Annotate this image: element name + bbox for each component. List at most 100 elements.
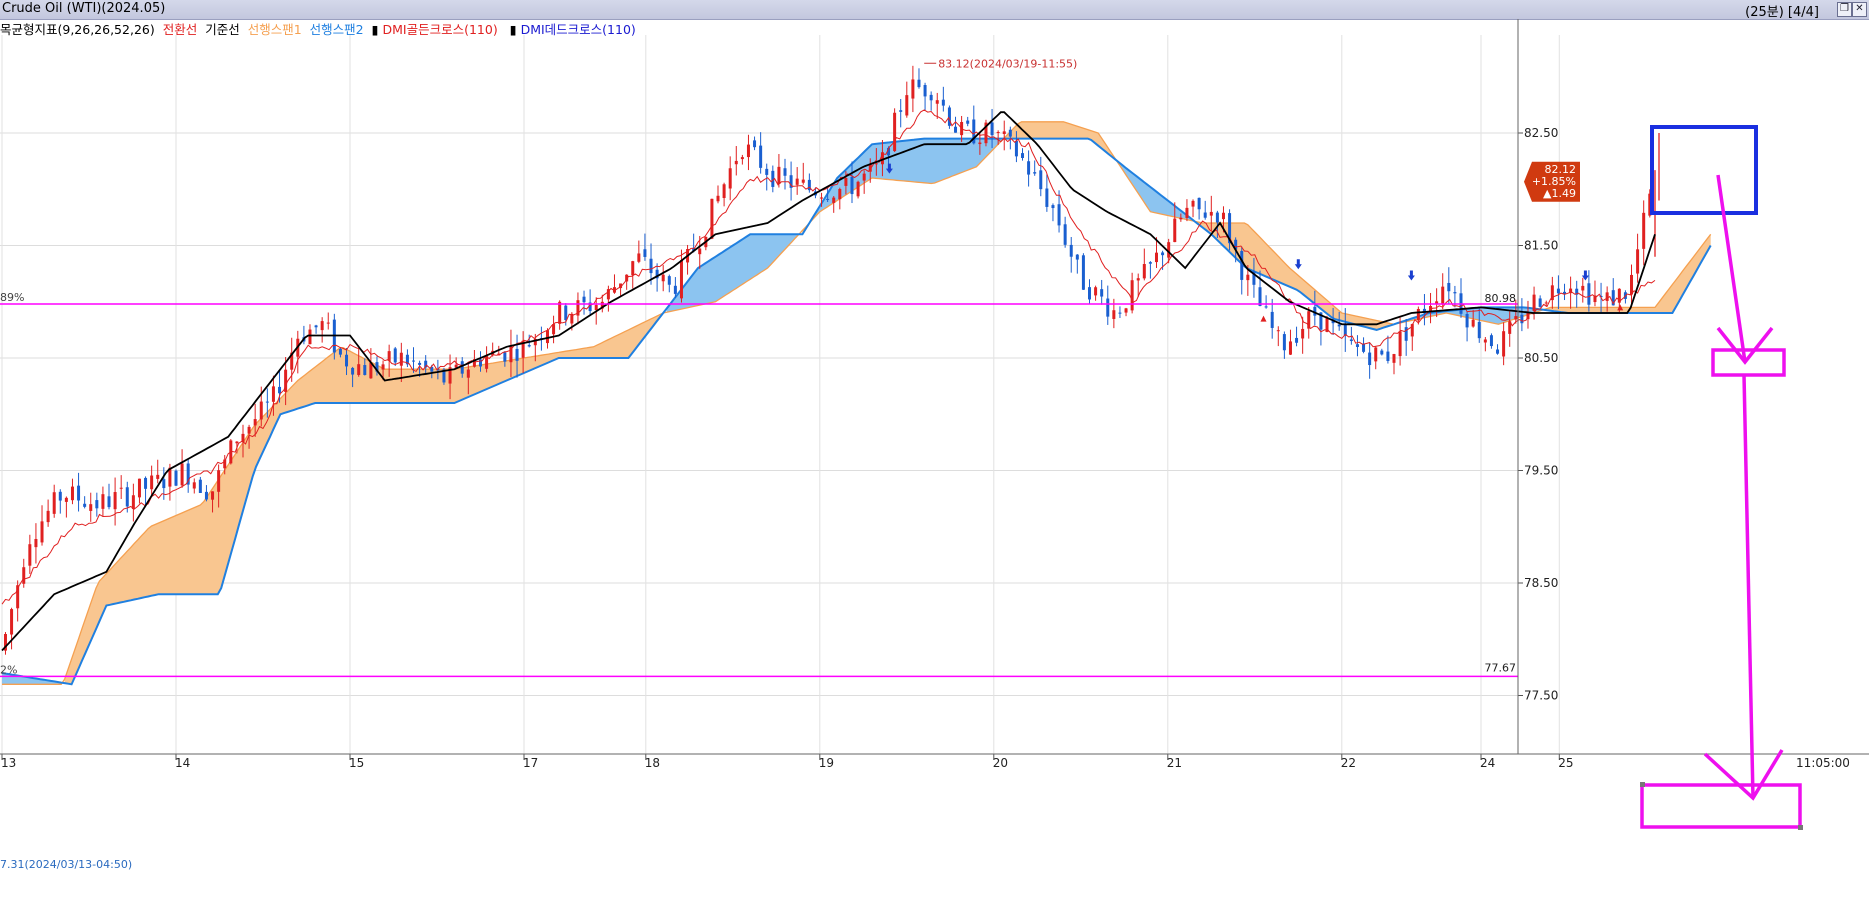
candle-body-down [1148, 262, 1152, 264]
candle-body-up [978, 142, 982, 145]
candle-body-down [1100, 289, 1104, 297]
candle-body-up [113, 492, 117, 510]
candle-body-down [850, 176, 854, 195]
arrow-head [1703, 749, 1784, 801]
candle-body-down [1234, 239, 1238, 250]
cloud-bearish [666, 234, 799, 313]
ichimoku-cloud [2, 121, 1711, 685]
x-tick-label: 14 [175, 756, 190, 770]
legend-dmi-dead[interactable]: ▮ DMI데드크로스(110) [510, 22, 640, 37]
candle-body-down [1538, 298, 1542, 307]
candle-body-down [1319, 312, 1323, 330]
candle-body-down [1422, 308, 1426, 314]
candle-body-up [448, 367, 452, 384]
candle-body-down [899, 110, 903, 112]
legend-dmi-golden[interactable]: ▮ DMI골든크로스(110) [372, 22, 502, 37]
candle-body-up [192, 482, 196, 489]
magenta-box-upper [1711, 348, 1786, 377]
legend-kijun[interactable]: 기준선 [205, 22, 240, 37]
candle-body-up [1136, 278, 1140, 281]
candle-body-down [1313, 306, 1317, 316]
kijun-line [1, 111, 1656, 652]
candle-body-up [64, 497, 68, 502]
candle-body-down [1081, 255, 1085, 290]
x-tick-label: 18 [645, 756, 660, 770]
period-indicator[interactable]: (25분) [4/4] [1745, 5, 1819, 20]
candle-body-up [235, 441, 239, 444]
magenta-box-lower [1640, 783, 1802, 829]
restore-icon[interactable]: ❐ [1837, 2, 1852, 17]
legend-dmi-dead-label: DMI데드크로스(110) [520, 22, 636, 37]
legend-span1[interactable]: 선행스팬1 [247, 22, 302, 37]
candle-body-up [1154, 252, 1158, 263]
candle-body-up [137, 478, 141, 498]
candle-body-down [582, 296, 586, 303]
candle-body-down [1489, 335, 1493, 347]
candle-body-up [893, 112, 897, 152]
candle-body-up [637, 253, 641, 262]
candle-body-down [77, 485, 81, 501]
candle-body-up [1124, 308, 1128, 313]
candle-body-up [1508, 321, 1512, 334]
candle-body-up [1648, 193, 1652, 216]
candle-body-up [1483, 339, 1487, 343]
candle-body-down [887, 147, 891, 156]
candle-body-up [211, 491, 215, 500]
candle-body-down [1021, 153, 1025, 158]
hline-lower-value: 77.67 [1485, 661, 1517, 674]
candle-body-down [966, 120, 970, 124]
candle-body-down [947, 107, 951, 126]
x-tick-label: 17 [523, 756, 538, 770]
cloud-bullish [1543, 234, 1711, 313]
candle-body-up [533, 338, 537, 346]
candle-body-down [789, 175, 793, 188]
candle-body-down [1453, 292, 1457, 294]
candle-body-up [600, 301, 604, 309]
candle-body-down [1027, 161, 1031, 175]
candle-body-down [807, 179, 811, 191]
candle-body-up [1630, 274, 1634, 295]
legend-bullet: ▮ [371, 22, 379, 37]
candle-body-up [935, 100, 939, 104]
legend-tenkan[interactable]: 전환선 [162, 22, 198, 37]
candle-body-up [16, 585, 20, 609]
candle-body-up [131, 495, 135, 510]
candle-body-up [734, 160, 738, 165]
candle-body-down [954, 126, 958, 133]
candle-body-down [783, 168, 787, 176]
horizontal-lines[interactable]: 89% 2% 80.98 77.67 [0, 291, 1518, 678]
candle-body-down [1014, 140, 1018, 157]
candle-body-down [1362, 343, 1366, 352]
candle-body-down [1575, 288, 1579, 295]
candle-body-up [320, 321, 324, 331]
candle-body-down [765, 168, 769, 175]
candle-body-down [1264, 306, 1268, 308]
annotations[interactable]: 83.12(2024/03/19-11:55) 7.31(2024/03/13-0… [0, 57, 1803, 871]
candle-body-up [844, 178, 848, 186]
y-tick-label: 82.50 [1524, 126, 1558, 140]
title-bar: Crude Oil (WTI)(2024.05) (25분) [4/4] ❐ ✕ [0, 0, 1869, 20]
candle-body-up [509, 345, 513, 363]
close-icon[interactable]: ✕ [1852, 2, 1867, 17]
candle-body-up [1094, 287, 1098, 296]
candle-body-down [1008, 129, 1012, 137]
candle-body-up [119, 487, 123, 489]
candle-body-up [223, 459, 227, 469]
price-tag [1524, 161, 1580, 202]
candle-body-down [412, 360, 416, 362]
candle-body-up [612, 287, 616, 293]
candle-body-up [466, 369, 470, 378]
candle-body-up [874, 163, 878, 165]
candle-body-up [369, 362, 373, 379]
candle-body-up [10, 609, 14, 635]
candle-body-up [259, 401, 263, 420]
candle-body-up [679, 260, 683, 299]
candle-body-down [753, 140, 757, 148]
legend-ichimoku[interactable]: 목균형지표(9,26,26,52,26) [0, 22, 155, 37]
legend-dmi-golden-label: DMI골든크로스(110) [382, 22, 498, 37]
candle-body-up [454, 364, 458, 368]
hline-upper-value: 80.98 [1485, 292, 1517, 305]
cloud-bullish [64, 313, 664, 685]
legend-span2[interactable]: 선행스팬2 [309, 22, 364, 37]
